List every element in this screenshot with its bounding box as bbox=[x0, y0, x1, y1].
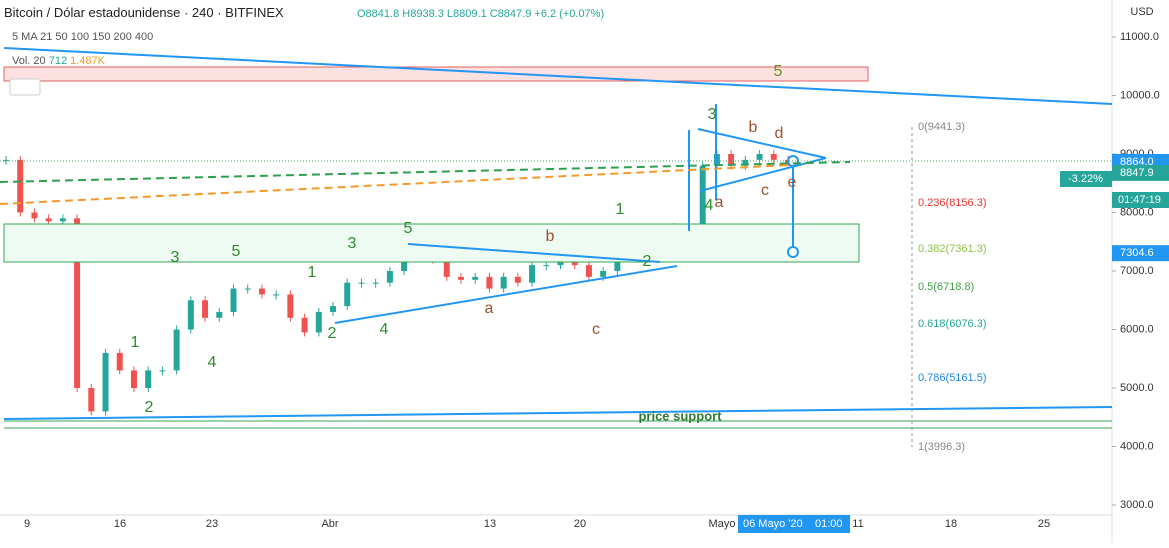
wave-label: 2 bbox=[643, 253, 652, 270]
wave-label: a bbox=[485, 300, 494, 317]
y-tick-label: 6000.0 bbox=[1120, 323, 1154, 335]
wave-label: 3 bbox=[348, 235, 357, 252]
high: H8938.3 bbox=[402, 8, 444, 20]
countdown-box bbox=[1112, 192, 1169, 208]
change-pct: -3.22% bbox=[1068, 173, 1103, 185]
wave-label: 4 bbox=[705, 197, 714, 214]
x-tick-label: 18 bbox=[945, 518, 957, 530]
fib-level: 0.382(7361.3) bbox=[918, 243, 987, 255]
wave-label: 1 bbox=[616, 201, 625, 218]
trendline bbox=[407, 243, 661, 263]
wave-label: 4 bbox=[208, 354, 217, 371]
wave-label: c bbox=[592, 321, 600, 338]
symbol: Bitcoin / Dólar estadounidense · 240 · B… bbox=[4, 5, 284, 20]
change-box bbox=[1060, 171, 1112, 187]
fib-level: 0.236(8156.3) bbox=[918, 197, 987, 209]
trendline bbox=[3, 47, 1113, 105]
wave-label: b bbox=[546, 228, 555, 245]
support-zone bbox=[3, 223, 860, 263]
trendline bbox=[3, 406, 1113, 420]
price-badge-label: 7304.6 bbox=[1120, 247, 1154, 259]
x-tick-label: 23 bbox=[206, 518, 218, 530]
x-tick-label: Abr bbox=[321, 518, 338, 530]
wave-label: 3 bbox=[171, 249, 180, 266]
fib-level: 0.5(6718.8) bbox=[918, 281, 974, 293]
wave-label: d bbox=[775, 125, 784, 142]
y-tick-label: 3000.0 bbox=[1120, 499, 1154, 511]
x-tick-label: 9 bbox=[24, 518, 30, 530]
wave-label: 2 bbox=[145, 399, 154, 416]
wave-label: b bbox=[749, 119, 758, 136]
countdown: 01:47:19 bbox=[1118, 194, 1161, 206]
x-tick-label: 25 bbox=[1038, 518, 1050, 530]
fib-level: 0(9441.3) bbox=[918, 121, 965, 133]
fib-level: 1(3996.3) bbox=[918, 441, 965, 453]
y-tick-label: 8000.0 bbox=[1120, 206, 1154, 218]
moving-average bbox=[0, 164, 791, 205]
y-tick-label: 4000.0 bbox=[1120, 440, 1154, 452]
wave-label: 5 bbox=[774, 63, 783, 80]
wave-label: 3 bbox=[708, 106, 717, 123]
currency[interactable]: USD bbox=[1130, 6, 1153, 18]
x-tick-label: 13 bbox=[484, 518, 496, 530]
x-tick-label: 20 bbox=[574, 518, 586, 530]
symbol-name: Bitcoin / Dólar estadounidense bbox=[4, 5, 180, 20]
annotation: price support bbox=[638, 408, 722, 423]
y-tick-label: 7000.0 bbox=[1120, 265, 1154, 277]
handle bbox=[787, 246, 799, 258]
trendline bbox=[697, 128, 827, 159]
ohlc: O8841.8 H8938.3 L8809.1 C8847.9 +6.2 (+0… bbox=[357, 8, 604, 20]
wave-label: e bbox=[788, 174, 797, 191]
open: O8841.8 bbox=[357, 8, 399, 20]
y-tick-label: 11000.0 bbox=[1120, 31, 1159, 43]
price-badge bbox=[1112, 164, 1169, 181]
x-tick-label: Mayo bbox=[709, 518, 736, 530]
vol-ma: 1.487K bbox=[70, 55, 106, 67]
close: C8847.9 bbox=[490, 8, 532, 20]
ma-legend[interactable]: 5 MA 21 50 100 150 200 400 bbox=[12, 31, 153, 43]
fib-level: 0.618(6076.3) bbox=[918, 318, 987, 330]
vol-name: Vol. 20 bbox=[12, 55, 46, 67]
change: +6.2 (+0.07%) bbox=[534, 8, 604, 20]
wave-label: 2 bbox=[328, 325, 337, 342]
wave-label: 5 bbox=[404, 220, 413, 237]
y-tick-label: 5000.0 bbox=[1120, 382, 1154, 394]
exchange: BITFINEX bbox=[225, 5, 284, 20]
low: L8809.1 bbox=[447, 8, 487, 20]
interval: 240 bbox=[192, 5, 214, 20]
price-badge-label: 8864.0 bbox=[1120, 156, 1154, 168]
wave-label: 4 bbox=[380, 321, 389, 338]
wave-label: 1 bbox=[131, 334, 140, 351]
wave-label: c bbox=[761, 182, 769, 199]
vol-legend[interactable]: Vol. 20 712 1.487K bbox=[12, 55, 106, 67]
y-tick-label: 10000.0 bbox=[1120, 89, 1160, 101]
trendline bbox=[699, 157, 827, 192]
price-badge bbox=[1112, 245, 1169, 262]
collapse-button[interactable] bbox=[9, 78, 41, 96]
x-tick-label: 11 bbox=[852, 518, 863, 530]
moving-average bbox=[0, 161, 851, 183]
cursor-date: 06 Mayo '20 bbox=[743, 518, 803, 530]
resistance-zone bbox=[3, 66, 869, 82]
fib-level: 0.786(5161.5) bbox=[918, 372, 987, 384]
cursor-time: 01:00 bbox=[815, 518, 843, 530]
wave-label: 1 bbox=[308, 264, 317, 281]
trendline bbox=[334, 265, 678, 324]
price-badge-label: 8847.9 bbox=[1120, 167, 1154, 179]
cursor-box bbox=[738, 515, 850, 533]
wave-label: 5 bbox=[232, 243, 241, 260]
vol-value: 712 bbox=[49, 55, 67, 67]
x-tick-label: 16 bbox=[114, 518, 126, 530]
wave-label: a bbox=[715, 194, 724, 211]
